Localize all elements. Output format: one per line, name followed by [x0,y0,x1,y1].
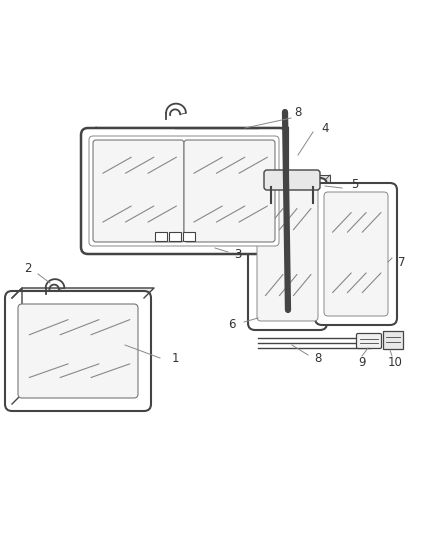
Text: 5: 5 [351,179,359,191]
Text: 8: 8 [294,106,302,118]
FancyBboxPatch shape [357,334,381,349]
Text: 7: 7 [398,255,406,269]
Text: 8: 8 [314,351,321,365]
Polygon shape [12,288,22,404]
FancyBboxPatch shape [248,178,327,330]
FancyBboxPatch shape [183,232,195,241]
FancyBboxPatch shape [184,140,275,242]
FancyBboxPatch shape [169,232,181,241]
FancyBboxPatch shape [89,136,279,246]
Text: 4: 4 [321,122,329,134]
Polygon shape [96,127,288,239]
Text: 6: 6 [228,319,236,332]
FancyBboxPatch shape [5,291,151,411]
Text: 1: 1 [171,351,179,365]
Text: 10: 10 [388,356,403,368]
Polygon shape [265,175,330,313]
FancyBboxPatch shape [81,128,287,254]
FancyBboxPatch shape [93,140,184,242]
Text: 2: 2 [24,262,32,274]
FancyBboxPatch shape [264,170,320,190]
Text: 3: 3 [234,248,242,262]
FancyBboxPatch shape [18,304,138,398]
Text: 9: 9 [358,356,366,368]
FancyBboxPatch shape [257,187,318,321]
FancyBboxPatch shape [315,183,397,325]
FancyBboxPatch shape [324,192,388,316]
FancyBboxPatch shape [155,232,167,241]
FancyBboxPatch shape [383,331,403,349]
Polygon shape [12,288,154,298]
